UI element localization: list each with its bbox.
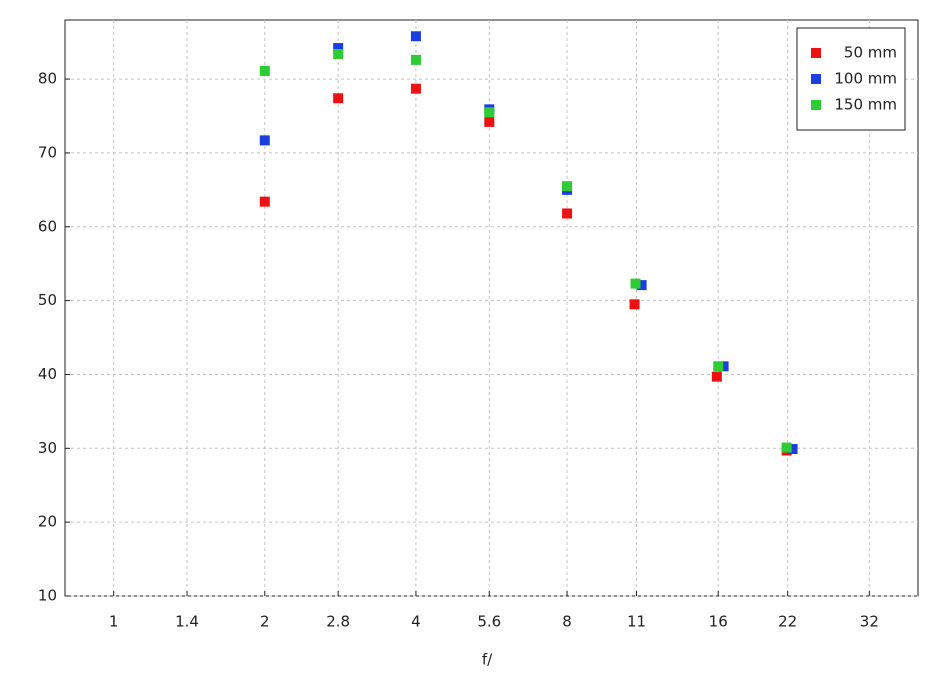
x-tick-label: 16 [709,613,728,631]
legend-label: 150 mm [834,96,897,114]
point [630,278,641,289]
point [410,54,421,65]
point [484,107,495,118]
y-tick-label: 30 [38,439,57,457]
x-tick-label: 11 [627,613,646,631]
y-tick-label: 40 [38,365,57,383]
legend-swatch [811,74,821,84]
y-tick-label: 50 [38,291,57,309]
y-tick-label: 70 [38,143,57,161]
legend-label: 50 mm [844,44,897,62]
legend-label: 100 mm [834,70,897,88]
point [713,361,724,372]
point [333,93,344,104]
point [410,31,421,42]
point [484,116,495,127]
point [259,65,270,76]
x-tick-label: 2.8 [326,613,350,631]
x-tick-label: 1.4 [175,613,199,631]
y-tick-label: 80 [38,70,57,88]
point [629,299,640,310]
point [711,371,722,382]
point [562,181,573,192]
x-axis-label: f/ [482,651,493,669]
y-tick-label: 60 [38,217,57,235]
point [787,444,798,455]
x-tick-label: 1 [109,613,119,631]
point [636,280,647,291]
x-tick-label: 22 [778,613,797,631]
point [259,196,270,207]
point [781,442,792,453]
x-tick-label: 8 [562,613,572,631]
point [718,361,729,372]
x-tick-label: 2 [260,613,270,631]
legend-swatch [811,48,821,58]
point [333,43,344,54]
y-tick-label: 10 [38,587,57,605]
point [562,208,573,219]
x-tick-label: 32 [860,613,879,631]
point [333,48,344,59]
point [410,83,421,94]
x-tick-label: 5.6 [477,613,501,631]
legend-swatch [811,100,821,110]
x-tick-label: 4 [411,613,421,631]
point [259,135,270,146]
y-tick-label: 20 [38,513,57,531]
